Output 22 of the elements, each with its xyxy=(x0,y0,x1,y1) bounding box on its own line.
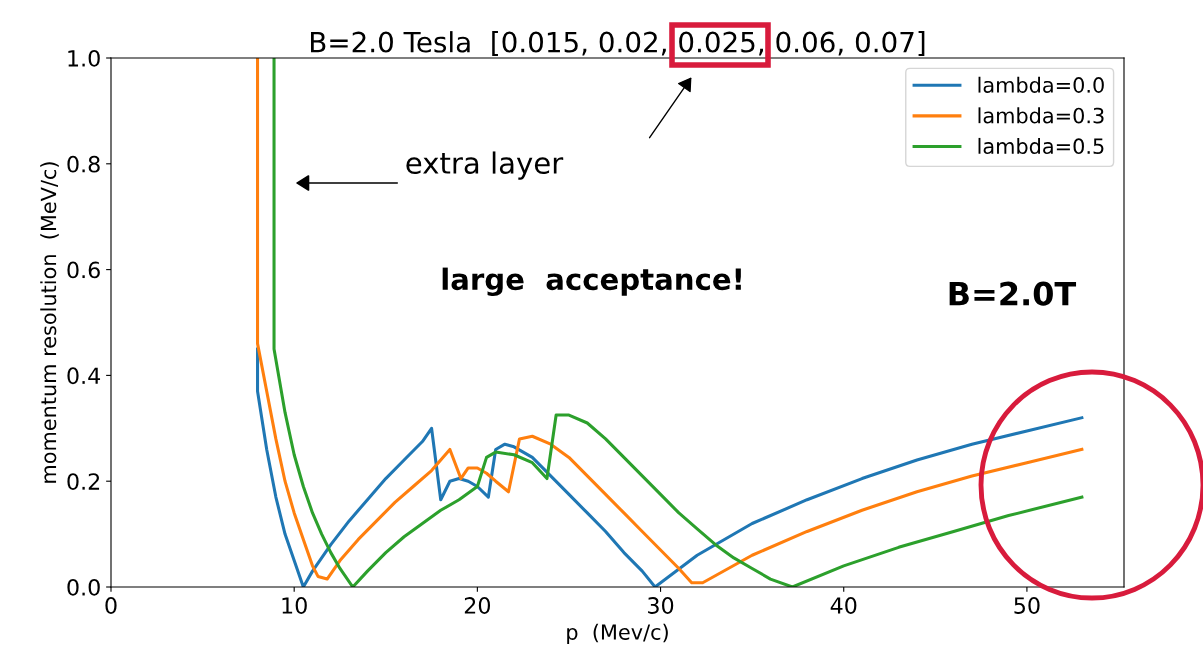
annotation: extra layer xyxy=(406,151,564,180)
x-tick-label: 40 xyxy=(830,597,857,614)
x-tick-label: 10 xyxy=(282,597,307,614)
annotation: large acceptance! xyxy=(442,267,741,297)
x-tick-label: 50 xyxy=(1014,597,1040,614)
y-tick-label: 1.0 xyxy=(68,49,100,67)
x-tick-label: 20 xyxy=(464,597,491,614)
y-axis-title: momentum resolution (MeV/c) xyxy=(40,162,59,483)
y-tick-label: 0.0 xyxy=(67,578,100,596)
y-tick-label: 0.2 xyxy=(67,473,100,490)
x-tick-label: 0 xyxy=(105,597,117,614)
legend-label: lambda=0.5 xyxy=(978,137,1104,155)
x-tick-label: 30 xyxy=(648,597,674,614)
y-tick-label: 0.8 xyxy=(67,155,100,173)
annotation: B=2.0T xyxy=(949,281,1077,306)
chart-title: B=2.0 Tesla [0.015, 0.02, 0.025, 0.06, 0.07] xyxy=(311,31,925,56)
y-tick-label: 0.4 xyxy=(67,367,101,385)
y-tick-label: 0.6 xyxy=(67,261,100,279)
legend-label: lambda=0.3 xyxy=(978,107,1104,124)
x-axis-title: p (Mev/c) xyxy=(567,623,668,644)
line-series xyxy=(256,347,1084,587)
legend-label: lambda=0.0 xyxy=(978,76,1104,93)
